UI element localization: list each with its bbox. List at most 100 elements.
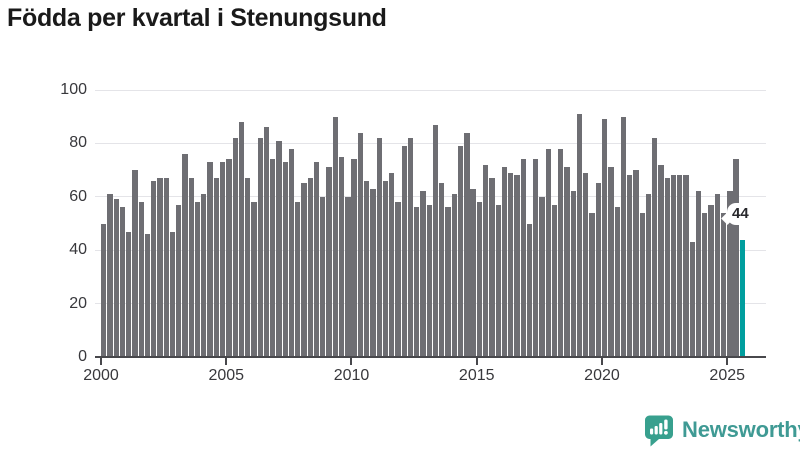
bar-quarter: [589, 212, 595, 357]
y-axis-label-40: 40: [69, 241, 87, 259]
x-axis-label-2015: 2015: [458, 367, 495, 384]
bar-quarter: [695, 191, 702, 357]
bar-quarter: [539, 196, 545, 357]
bar-quarter: [226, 159, 232, 357]
bar-quarter: [633, 170, 639, 357]
bar-quarter: [445, 207, 451, 357]
bar-quarter: [670, 175, 677, 357]
bar-quarter: [551, 204, 558, 357]
bar-quarter: [645, 194, 652, 357]
bar-quarter: [426, 204, 432, 357]
bar-quarter: [702, 212, 708, 357]
bar-quarter: [545, 148, 551, 357]
bar-quarter: [245, 178, 251, 357]
bar-quarter: [351, 159, 357, 357]
bar-quarter: [382, 180, 389, 357]
bar-quarter: [683, 175, 689, 357]
bar-quarter: [439, 183, 445, 357]
y-axis-label-100: 100: [60, 81, 87, 98]
bar-quarter: [733, 159, 739, 357]
gridline-y-60: [95, 196, 766, 198]
bar-quarter: [176, 204, 182, 357]
bar-quarter: [151, 180, 157, 357]
bar-quarter: [639, 212, 645, 357]
bar-quarter: [188, 178, 194, 357]
bar-quarter: [564, 167, 570, 357]
x-axis-tick-2020: [600, 358, 603, 366]
bar-quarter: [163, 178, 169, 357]
bar-quarter: [495, 204, 501, 357]
bar-quarter: [727, 191, 733, 357]
bar-quarter: [270, 159, 276, 357]
bar-quarter: [451, 194, 457, 357]
gridline-y-80: [95, 142, 766, 144]
bar-quarter: [457, 146, 464, 357]
bar-quarter: [301, 183, 307, 357]
bar-quarter: [194, 202, 201, 357]
bar-quarter: [677, 175, 683, 357]
bar-quarter: [101, 223, 107, 357]
bar-quarter: [357, 132, 364, 357]
x-axis-tick-2005: [225, 358, 228, 366]
bar-quarter: [501, 167, 508, 357]
bar-quarter: [157, 178, 163, 357]
bar-quarter: [376, 138, 382, 357]
newsworthy-bubble-icon: [645, 415, 673, 446]
bar-quarter: [251, 202, 257, 357]
bar-quarter: [414, 207, 420, 357]
bar-quarter: [207, 162, 213, 357]
bar-quarter: [238, 122, 245, 357]
bar-quarter: [482, 164, 489, 357]
bar-quarter: [576, 114, 583, 357]
bar-quarter: [601, 119, 608, 357]
latest-value-label: 44: [732, 205, 749, 222]
bar-quarter: [320, 196, 326, 357]
bar-highlight-latest-quarter: [739, 239, 746, 357]
bar-quarter: [595, 183, 601, 357]
bar-quarter: [476, 202, 483, 357]
bar-quarter: [520, 159, 526, 357]
y-axis-label-60: 60: [69, 187, 87, 205]
bar-quarter: [708, 204, 714, 357]
bar-quarter: [608, 167, 614, 357]
bar-quarter: [345, 196, 351, 357]
x-axis-line: [95, 355, 766, 359]
x-axis-label-2000: 2000: [83, 367, 119, 384]
bar-quarter: [326, 167, 332, 357]
bar-quarter: [338, 156, 345, 357]
bar-quarter: [257, 138, 263, 357]
x-axis-tick-2000: [100, 358, 102, 366]
bar-quarter: [583, 172, 589, 357]
latest-value-callout: 44: [727, 203, 754, 225]
chart-title: Födda per kvartal i Stenungsund: [7, 4, 387, 32]
bar-quarter: [407, 138, 414, 357]
x-axis-label-2005: 2005: [208, 367, 245, 384]
y-axis-label-20: 20: [69, 294, 87, 312]
newsworthy-logo[interactable]: Newsworthy: [644, 413, 800, 447]
bar-quarter: [332, 116, 338, 357]
bar-quarter: [570, 191, 576, 357]
bar-quarter: [182, 154, 188, 357]
bar-quarter: [420, 191, 426, 357]
bar-quarter: [489, 178, 495, 357]
bar-quarter: [169, 231, 176, 357]
bar-quarter: [395, 202, 401, 357]
x-axis-label-2020: 2020: [584, 367, 620, 384]
bar-quarter: [263, 127, 270, 357]
bar-quarter: [533, 159, 539, 357]
bar-quarter: [620, 116, 627, 357]
bar-quarter: [389, 172, 395, 357]
bar-quarter: [201, 194, 207, 357]
bar-quarter: [432, 124, 439, 357]
bar-quarter: [313, 162, 320, 357]
bar-quarter: [470, 188, 476, 357]
x-axis-tick-2015: [475, 358, 478, 366]
bar-quarter: [664, 178, 670, 357]
bar-quarter: [295, 202, 301, 357]
bar-quarter: [144, 234, 151, 357]
bar-quarter: [213, 178, 220, 357]
y-axis-label-80: 80: [69, 134, 87, 152]
bar-quarter: [558, 148, 564, 357]
bar-quarter: [508, 172, 514, 357]
